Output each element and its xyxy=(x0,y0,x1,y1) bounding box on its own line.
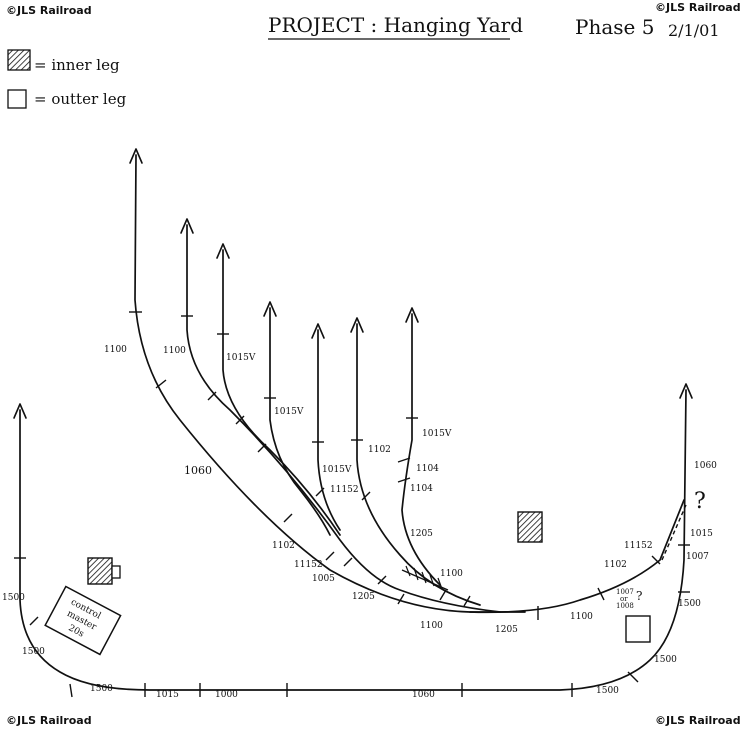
arrowhead-7 xyxy=(405,307,419,323)
left-arrowhead xyxy=(13,403,27,419)
arrowhead-4 xyxy=(263,301,277,317)
arrowhead-2 xyxy=(180,218,194,234)
label-1015-bottom: 1015 xyxy=(156,690,179,700)
yard-track-4 xyxy=(269,307,331,536)
label-1102-c: 1102 xyxy=(604,560,627,570)
question-mark-small: ? xyxy=(636,589,642,603)
label-11152-a: 11152 xyxy=(330,485,359,495)
label-1500-bottom: 1500 xyxy=(596,686,619,696)
label-1500-bottom-left: 1500 xyxy=(90,684,113,694)
label-1015v-b: 1015V xyxy=(274,407,304,417)
label-1008: 1008 xyxy=(616,602,634,610)
project-title: PROJECT : Hanging Yard xyxy=(268,13,523,37)
label-11152-b: 11152 xyxy=(294,560,323,570)
label-1015v-c: 1015V xyxy=(322,465,352,475)
label-1060-right: 1060 xyxy=(694,461,717,471)
right-arrowhead xyxy=(679,383,693,399)
label-1104-b: 1104 xyxy=(410,484,433,494)
label-1104-a: 1104 xyxy=(416,464,439,474)
label-1205-c: 1205 xyxy=(495,625,518,635)
watermark-top-right: ©JLS Railroad xyxy=(655,1,741,14)
phase-label: Phase 5 xyxy=(575,15,654,39)
label-1000-bottom: 1000 xyxy=(215,690,238,700)
label-1500-left: 1500 xyxy=(2,593,25,603)
arrowhead-6 xyxy=(350,317,364,333)
label-1015v-d: 1015V xyxy=(422,429,452,439)
yard-track-5 xyxy=(317,329,341,531)
label-1060-mid: 1060 xyxy=(184,464,212,477)
yard-track-2 xyxy=(186,224,501,613)
watermark-bottom-left: ©JLS Railroad xyxy=(6,714,92,727)
track-ticks xyxy=(14,311,690,698)
date-label: 2/1/01 xyxy=(668,21,720,40)
label-1500-right: 1500 xyxy=(678,599,701,609)
yard-lead-track xyxy=(469,499,685,614)
label-1500-left-2: 1500 xyxy=(22,647,45,657)
yard-track-1 xyxy=(134,154,526,613)
track-labels: 1100 1100 1015V 1015V 1015V 1060 1015V 1… xyxy=(2,345,717,700)
camera-inner-leg-center xyxy=(517,511,543,543)
legend-inner-swatch xyxy=(7,49,31,71)
label-1500-bottom-right: 1500 xyxy=(654,655,677,665)
label-1100-b: 1100 xyxy=(163,346,186,356)
label-1102-top: 1102 xyxy=(368,445,391,455)
label-1102-b: 1102 xyxy=(272,541,295,551)
legend-outer-swatch xyxy=(7,89,27,109)
yard-track-6 xyxy=(356,323,481,606)
label-1007-or: or xyxy=(620,595,628,603)
arrowhead-1 xyxy=(129,148,143,164)
yard-track-3 xyxy=(222,249,341,536)
camera-inner-leg-left xyxy=(87,557,113,585)
label-11152-c: 11152 xyxy=(624,541,653,551)
label-1060-bottom: 1060 xyxy=(412,690,435,700)
label-1005: 1005 xyxy=(312,574,335,584)
label-1100-c: 1100 xyxy=(440,569,463,579)
label-1015v-a: 1015V xyxy=(226,353,256,363)
label-1007-right: 1007 xyxy=(686,552,709,562)
label-1100-e: 1100 xyxy=(570,612,593,622)
watermark-top-left: ©JLS Railroad xyxy=(6,4,92,17)
label-1007-a: 1007 xyxy=(616,588,634,596)
legend-inner-label: = inner leg xyxy=(34,56,120,74)
label-1015-right: 1015 xyxy=(690,529,713,539)
label-1100-d: 1100 xyxy=(420,621,443,631)
label-1100-left: 1100 xyxy=(104,345,127,355)
yard-track-7 xyxy=(401,313,441,586)
proposed-track-dashed xyxy=(661,504,687,561)
camera-outer-leg-right xyxy=(625,615,651,643)
outer-loop-track xyxy=(19,389,687,691)
control-master-box: control master 20s xyxy=(44,585,122,656)
arrowhead-5 xyxy=(311,323,325,339)
watermark-bottom-right: ©JLS Railroad xyxy=(655,714,741,727)
label-1205-a: 1205 xyxy=(410,529,433,539)
arrowhead-3 xyxy=(216,243,230,259)
question-mark-right: ? xyxy=(694,489,706,514)
label-1205-b: 1205 xyxy=(352,592,375,602)
legend-outer-label: = outter leg xyxy=(34,90,127,108)
camera-lens-left xyxy=(111,565,121,579)
